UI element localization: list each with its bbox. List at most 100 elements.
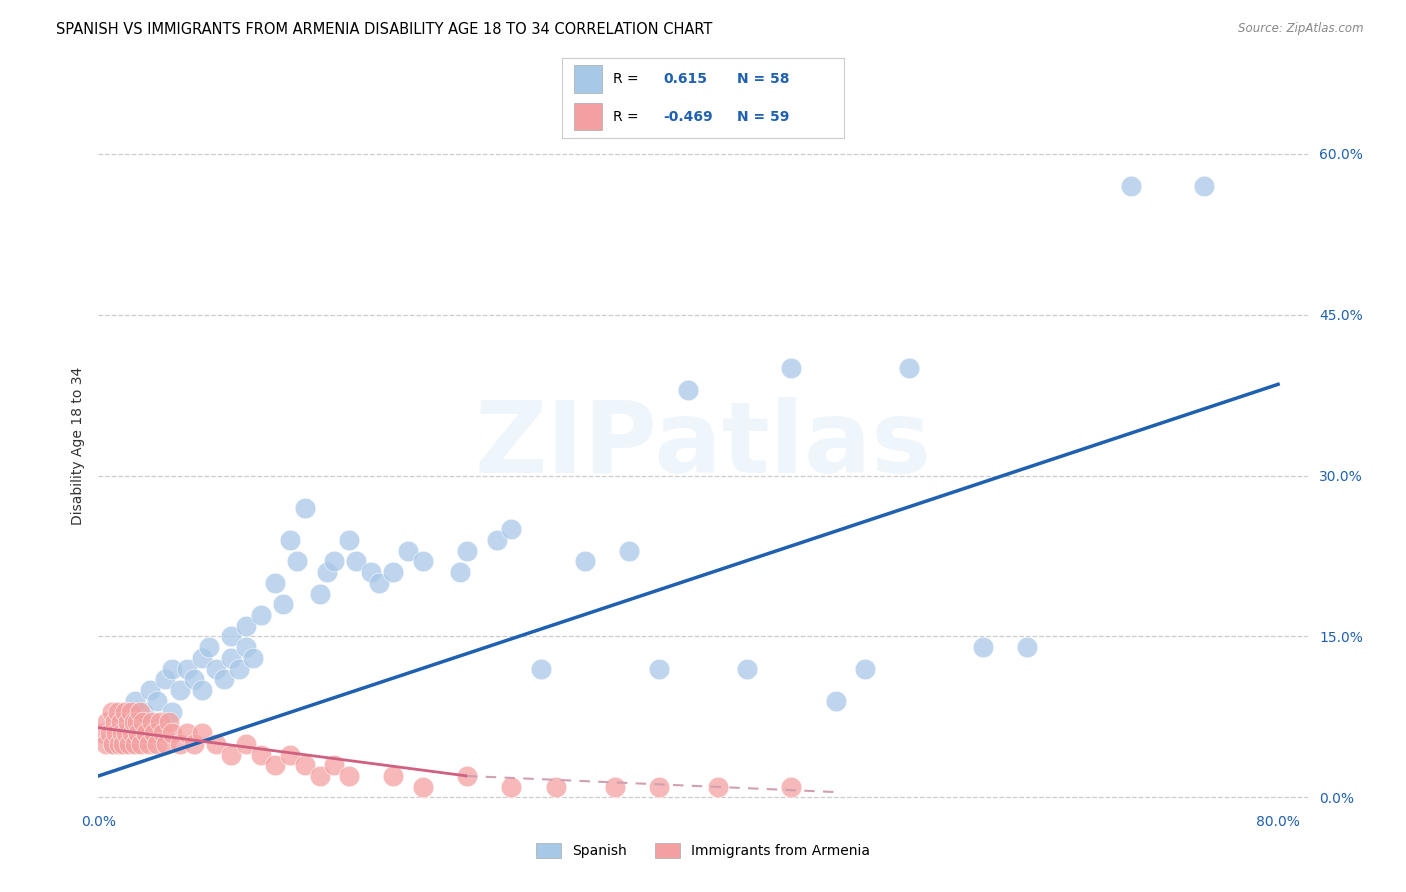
- Point: [139, 683, 162, 698]
- Point: [396, 543, 419, 558]
- Point: [212, 673, 235, 687]
- Point: [219, 630, 242, 644]
- Point: [190, 726, 212, 740]
- Point: [337, 533, 360, 547]
- Point: [94, 737, 117, 751]
- Point: [143, 726, 166, 740]
- Point: [308, 586, 330, 600]
- Point: [456, 769, 478, 783]
- Point: [127, 726, 149, 740]
- Point: [278, 533, 301, 547]
- Point: [110, 715, 132, 730]
- Point: [169, 737, 191, 751]
- Point: [105, 726, 128, 740]
- FancyBboxPatch shape: [574, 103, 602, 130]
- Point: [501, 780, 523, 794]
- Point: [735, 662, 758, 676]
- Point: [110, 715, 132, 730]
- Point: [149, 715, 172, 730]
- Point: [412, 554, 434, 568]
- Point: [382, 769, 405, 783]
- Point: [972, 640, 994, 655]
- Y-axis label: Disability Age 18 to 34: Disability Age 18 to 34: [70, 367, 84, 525]
- Text: N = 59: N = 59: [737, 110, 789, 124]
- Point: [160, 662, 183, 676]
- Point: [278, 747, 301, 762]
- Point: [152, 726, 174, 740]
- Point: [198, 640, 221, 655]
- Point: [122, 715, 145, 730]
- Point: [104, 715, 127, 730]
- Point: [706, 780, 728, 794]
- Legend: Spanish, Immigrants from Armenia: Spanish, Immigrants from Armenia: [530, 838, 876, 863]
- Point: [264, 575, 287, 590]
- Point: [678, 383, 700, 397]
- Point: [138, 737, 160, 751]
- Point: [249, 607, 271, 622]
- Point: [485, 533, 508, 547]
- Point: [125, 715, 148, 730]
- Point: [242, 651, 264, 665]
- FancyBboxPatch shape: [574, 65, 602, 93]
- Point: [115, 726, 138, 740]
- Text: Source: ZipAtlas.com: Source: ZipAtlas.com: [1239, 22, 1364, 36]
- Point: [824, 694, 846, 708]
- Point: [101, 737, 124, 751]
- Text: N = 58: N = 58: [737, 72, 789, 86]
- Point: [898, 361, 921, 376]
- Point: [91, 726, 114, 740]
- Point: [153, 673, 176, 687]
- Point: [131, 715, 153, 730]
- Point: [1194, 178, 1216, 193]
- Point: [853, 662, 876, 676]
- Point: [619, 543, 641, 558]
- Point: [294, 500, 316, 515]
- Point: [107, 705, 129, 719]
- Point: [456, 543, 478, 558]
- Point: [337, 769, 360, 783]
- Point: [155, 737, 177, 751]
- Point: [412, 780, 434, 794]
- Point: [360, 565, 382, 579]
- Point: [190, 651, 212, 665]
- Point: [129, 737, 152, 751]
- Point: [449, 565, 471, 579]
- Point: [190, 683, 212, 698]
- Point: [219, 651, 242, 665]
- Text: R =: R =: [613, 110, 638, 124]
- Text: SPANISH VS IMMIGRANTS FROM ARMENIA DISABILITY AGE 18 TO 34 CORRELATION CHART: SPANISH VS IMMIGRANTS FROM ARMENIA DISAB…: [56, 22, 713, 37]
- Point: [1119, 178, 1142, 193]
- Point: [112, 737, 135, 751]
- Text: 0.615: 0.615: [664, 72, 707, 86]
- Point: [108, 737, 131, 751]
- Point: [544, 780, 567, 794]
- Point: [323, 758, 346, 772]
- Point: [160, 705, 183, 719]
- Text: ZIPatlas: ZIPatlas: [475, 398, 931, 494]
- Point: [160, 726, 183, 740]
- Point: [249, 747, 271, 762]
- Point: [118, 737, 141, 751]
- Point: [131, 705, 153, 719]
- Point: [235, 640, 257, 655]
- Point: [235, 619, 257, 633]
- Point: [183, 737, 205, 751]
- Point: [205, 737, 228, 751]
- Point: [346, 554, 368, 568]
- Point: [169, 683, 191, 698]
- Point: [205, 662, 228, 676]
- Point: [367, 575, 389, 590]
- Text: -0.469: -0.469: [664, 110, 713, 124]
- Point: [100, 705, 122, 719]
- Point: [111, 726, 134, 740]
- Point: [120, 705, 142, 719]
- Point: [141, 715, 163, 730]
- Point: [648, 780, 671, 794]
- Point: [501, 522, 523, 536]
- Point: [124, 737, 146, 751]
- Point: [183, 673, 205, 687]
- Point: [176, 662, 198, 676]
- Point: [101, 737, 124, 751]
- Point: [308, 769, 330, 783]
- Text: R =: R =: [613, 72, 638, 86]
